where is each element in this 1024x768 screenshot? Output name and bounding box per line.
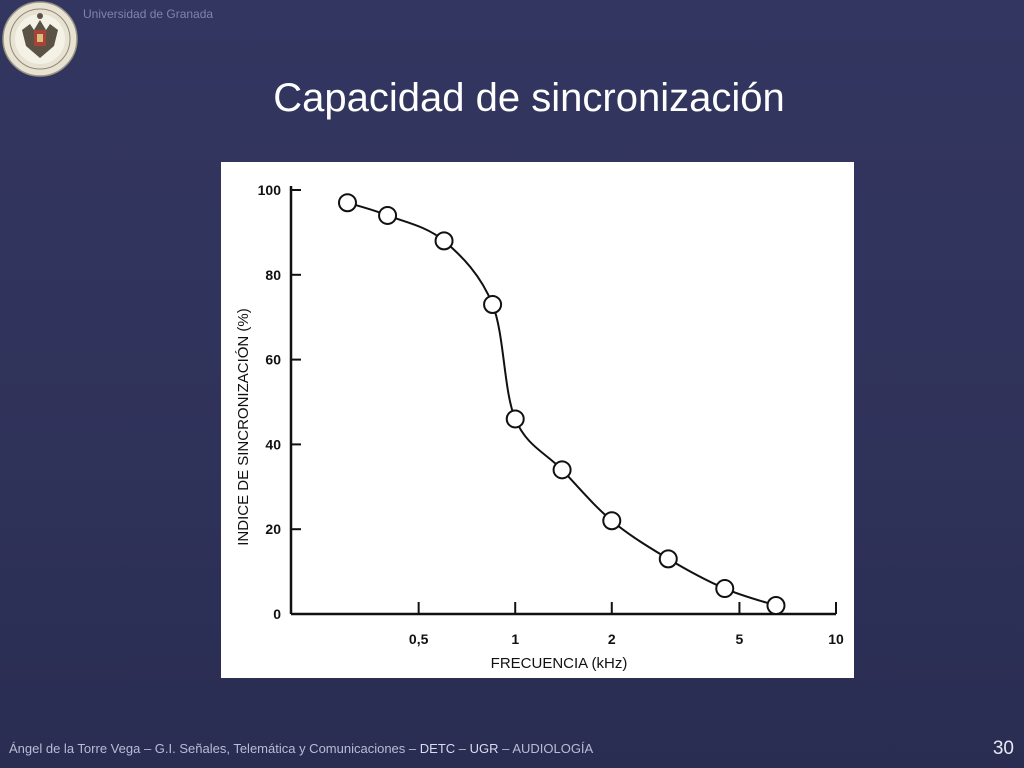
data-point: [505, 409, 525, 429]
synchronization-chart: 0 20 40 60 80 100 0,5 1 2 5 10 FRECUENCIA (kHz) I…: [235, 182, 844, 672]
data-point: [715, 579, 735, 599]
footer-univ: UGR: [469, 741, 499, 756]
y-tick-label: 20: [265, 521, 281, 537]
data-point: [602, 511, 622, 531]
footer-separator: –: [458, 741, 467, 756]
x-tick-label: 0,5: [409, 631, 429, 647]
footer-dept: DETC: [419, 741, 456, 756]
y-tick-label: 0: [273, 606, 281, 622]
x-tick-label: 2: [608, 631, 616, 647]
x-axis-label: FRECUENCIA (kHz): [491, 655, 628, 672]
x-axis-ticks: 0,5 1 2 5 10: [409, 602, 844, 647]
x-tick-label: 10: [828, 631, 844, 647]
footer-author: Ángel de la Torre Vega: [9, 741, 141, 756]
university-seal-icon: [2, 1, 78, 77]
footer-course: AUDIOLOGÍA: [512, 741, 594, 756]
university-name: Universidad de Granada: [83, 7, 214, 21]
y-axis-label: INDICE DE SINCRONIZACIÓN (%): [235, 308, 252, 546]
data-point: [483, 294, 503, 314]
footer: Ángel de la Torre Vega – G.I. Señales, T…: [9, 741, 593, 756]
y-tick-label: 100: [258, 182, 282, 198]
data-point: [337, 193, 357, 213]
data-point: [378, 205, 398, 225]
chart-panel: 0 20 40 60 80 100 0,5 1 2 5 10 FRECUENCIA (kHz) I…: [221, 162, 854, 678]
data-points: [337, 193, 786, 616]
y-tick-label: 80: [265, 267, 281, 283]
chart-axes: [289, 186, 836, 616]
footer-separator: –: [408, 741, 417, 756]
series-line: [347, 201, 777, 607]
y-tick-label: 40: [265, 436, 281, 452]
x-tick-label: 5: [736, 631, 744, 647]
data-point: [552, 460, 572, 480]
data-point: [434, 231, 454, 251]
page-title: Capacidad de sincronización: [273, 76, 785, 120]
footer-separator: –: [502, 741, 510, 756]
y-axis-ticks: 0 20 40 60 80 100: [258, 182, 301, 622]
data-point: [766, 596, 786, 616]
y-tick-label: 60: [265, 352, 281, 368]
page-number: 30: [992, 738, 1014, 759]
footer-separator: –: [143, 741, 152, 756]
data-point: [658, 549, 678, 569]
footer-group: G.I. Señales, Telemática y Comunicacione…: [154, 741, 406, 756]
x-tick-label: 1: [511, 631, 519, 647]
